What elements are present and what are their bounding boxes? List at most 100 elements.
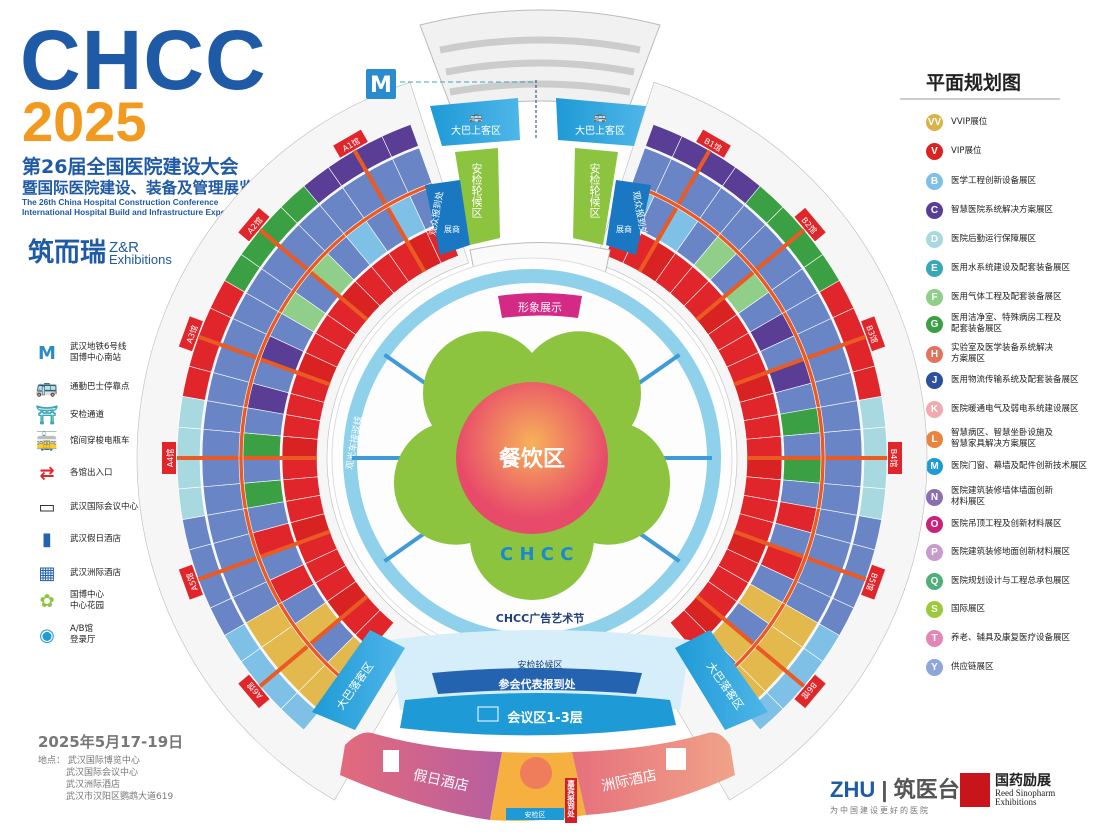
venue-2: 武汉国际会议中心 bbox=[66, 768, 139, 778]
hall-b3[interactable] bbox=[717, 280, 882, 422]
hall-b5[interactable] bbox=[717, 494, 882, 636]
booth-block bbox=[381, 124, 419, 158]
aisle bbox=[258, 594, 369, 688]
intercontinental-icon bbox=[666, 748, 686, 770]
legend-item: ▦ 武汉洲际酒店 bbox=[34, 562, 121, 584]
visitor-registration-right[interactable]: 观众报到处 展商 bbox=[606, 180, 651, 255]
legend-item: ▭ 武汉国际会议中心 bbox=[34, 496, 138, 518]
image-display-zone[interactable]: 形象展示 bbox=[498, 293, 582, 318]
image-display-label: 形象展示 bbox=[518, 301, 562, 314]
event-title-en: The 26th China Hospital Construction Con… bbox=[22, 197, 248, 217]
legend-label: 武汉洲际酒店 bbox=[70, 567, 122, 578]
aisle bbox=[352, 149, 427, 273]
hall-a1[interactable] bbox=[303, 124, 459, 294]
legend-item-k: K 医院暖通电气及弱电系统建设展区 bbox=[926, 401, 1096, 418]
zone-badge-icon: F bbox=[926, 289, 943, 306]
legend-label: VVIP展位 bbox=[951, 117, 988, 127]
conference-center-icon: ▭ bbox=[38, 496, 56, 518]
sponsor-2-en-1: Reed Sinopharm bbox=[995, 788, 1056, 798]
aisle bbox=[695, 228, 806, 322]
legend-item: ⛩ 安检通道 bbox=[34, 404, 104, 426]
zone-badge-icon: P bbox=[926, 544, 943, 561]
legend-label: 国际展区 bbox=[951, 604, 986, 614]
hall-a4[interactable] bbox=[176, 396, 321, 520]
booth-block bbox=[822, 457, 863, 488]
delegate-registration[interactable]: 参会代表报到处 bbox=[432, 668, 642, 694]
booth-block bbox=[862, 457, 888, 490]
zone-badge-icon: D bbox=[926, 231, 943, 248]
legend-item: ◉ A/B馆 登录厅 bbox=[34, 624, 96, 646]
security-area-label: 安检区 bbox=[525, 810, 546, 819]
hall-b1[interactable] bbox=[605, 124, 761, 294]
legend-label: 各馆出入口 bbox=[70, 467, 113, 478]
svg-text:M: M bbox=[370, 73, 392, 98]
zone-badge-icon: VV bbox=[926, 114, 943, 131]
hall-label-a4[interactable]: A4馆 bbox=[162, 442, 176, 474]
booth-block bbox=[745, 435, 783, 459]
legend-label: A/B馆 登录厅 bbox=[70, 624, 96, 645]
zone-badge-icon: S bbox=[926, 601, 943, 618]
delegate-registration-label: 参会代表报到处 bbox=[499, 677, 577, 691]
booth-block bbox=[285, 494, 325, 524]
aisle bbox=[733, 334, 867, 387]
legend-item-y: Y 供应链展区 bbox=[926, 659, 1096, 676]
sponsor-1-mark: ZHU bbox=[830, 777, 876, 802]
legend-label: 供应链展区 bbox=[951, 662, 994, 672]
dining-area[interactable] bbox=[456, 382, 608, 534]
conference-zone[interactable]: 会议区1-3层 bbox=[400, 693, 676, 736]
booth-block bbox=[182, 515, 212, 551]
intercontinental-zone[interactable]: 洲际酒店 bbox=[572, 732, 735, 816]
hall-label-b5[interactable]: B5馆 bbox=[861, 564, 886, 600]
legend-item-v: V VIP展位 bbox=[926, 143, 1096, 160]
hall-label-b3[interactable]: B3馆 bbox=[861, 316, 886, 352]
zhuyitai-logo: ZHU | 筑医台 为中国建设更好的医院 bbox=[830, 777, 960, 815]
legend-label: 医用水系统建设及配套装备展区 bbox=[951, 263, 1071, 273]
zone-badge-icon: K bbox=[926, 401, 943, 418]
visitor-registration-left[interactable]: 观众报到处 展商 bbox=[425, 180, 470, 255]
guest-registration[interactable] bbox=[565, 778, 577, 823]
exhibitor-registration-label: 展商 bbox=[444, 224, 460, 234]
guest-registration-label: 嘉宾报到处 bbox=[566, 780, 576, 818]
hall-label-b4[interactable]: B4馆 bbox=[888, 442, 902, 474]
hall-a2[interactable] bbox=[224, 185, 395, 351]
booth-block bbox=[822, 428, 863, 459]
bus-pickup-zone-right[interactable]: 大巴上客区 🚌 bbox=[556, 98, 646, 146]
zone-badge-icon: Y bbox=[926, 659, 943, 676]
holiday-inn-zone[interactable]: 假日酒店 bbox=[340, 732, 502, 821]
legend-item-d: D 医院后勤运行保障展区 bbox=[926, 231, 1096, 248]
legend-item-e: E 医用水系统建设及配套装备展区 bbox=[926, 260, 1096, 277]
hall-a5[interactable] bbox=[182, 494, 347, 636]
chcc-art-icon: C H C C bbox=[500, 544, 574, 565]
legend-item-s: S 国际展区 bbox=[926, 601, 1096, 618]
bus-pickup-zone-left[interactable]: 大巴上客区 🚌 bbox=[430, 98, 520, 146]
zone-badge-icon: M bbox=[926, 458, 943, 475]
zone-badge-icon: H bbox=[926, 345, 943, 363]
legend-label: 武汉地铁6号线 国博中心南站 bbox=[70, 342, 127, 363]
hall-b4[interactable] bbox=[743, 396, 888, 520]
hall-b2[interactable] bbox=[669, 185, 840, 351]
shuttle-cart-icon: 🚋 bbox=[35, 430, 59, 452]
legend-item: ⇄ 各馆出入口 bbox=[34, 462, 113, 484]
legend-label: 医院建筑装修墙体墙面创新 材料展区 bbox=[951, 486, 1054, 507]
event-date: 2025年5月17-19日 bbox=[38, 733, 184, 751]
legend-label: 智慧病区、智慧坐卧设施及 智慧家具解决方案展区 bbox=[951, 428, 1054, 449]
security-queue-right[interactable] bbox=[573, 148, 618, 245]
booth-block bbox=[315, 565, 357, 602]
hall-label-text: B4馆 bbox=[889, 449, 899, 468]
booth-block bbox=[178, 486, 206, 520]
entrance-canopy bbox=[439, 36, 641, 96]
legend-item-n: N 医院建筑装修墙体墙面创新 材料展区 bbox=[926, 486, 1096, 508]
holiday-inn-icon: ▮ bbox=[42, 528, 52, 550]
legend-label: 国博中心 中心花园 bbox=[70, 590, 105, 611]
hall-label-a5[interactable]: A5馆 bbox=[178, 564, 203, 600]
event-subtitle-cn: 暨国际医院建设、装备及管理展览会 bbox=[22, 179, 271, 197]
metro-station-icon[interactable]: M bbox=[366, 69, 396, 99]
booth-block bbox=[782, 432, 823, 459]
hall-label-a3[interactable]: A3馆 bbox=[178, 316, 203, 352]
hall-a3[interactable] bbox=[182, 280, 347, 422]
conference-label: 会议区1-3层 bbox=[507, 710, 583, 726]
zone-badge-icon: T bbox=[926, 630, 943, 647]
sponsor-2-cn: 国药励展 bbox=[995, 773, 1051, 789]
